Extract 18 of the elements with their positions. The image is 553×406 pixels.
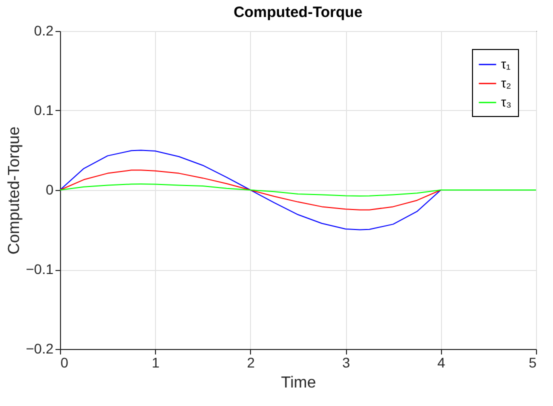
x-tick-label: 4 [437, 354, 446, 370]
y-tick-label: 0.1 [34, 102, 54, 118]
x-tick-label: 5 [528, 354, 537, 370]
line-series [60, 184, 536, 196]
chart-title: Computed-Torque [234, 4, 362, 21]
y-tick-label: −0.2 [26, 340, 54, 356]
legend-label: τ₃ [501, 94, 512, 110]
legend-label: τ₂ [501, 76, 512, 90]
x-axis-title: Time [281, 374, 316, 392]
y-tick-label: 0 [46, 182, 54, 198]
x-tick-label: 3 [342, 354, 350, 370]
legend-label: τ₁ [501, 56, 512, 72]
y-tick-label: 0.2 [34, 22, 54, 38]
x-tick-label: 2 [247, 354, 255, 370]
y-axis-title: Computed-Torque [6, 126, 23, 255]
x-tick-label: 1 [152, 354, 160, 370]
x-tick-label: 0 [60, 354, 68, 370]
y-tick-label: −0.1 [26, 261, 54, 277]
